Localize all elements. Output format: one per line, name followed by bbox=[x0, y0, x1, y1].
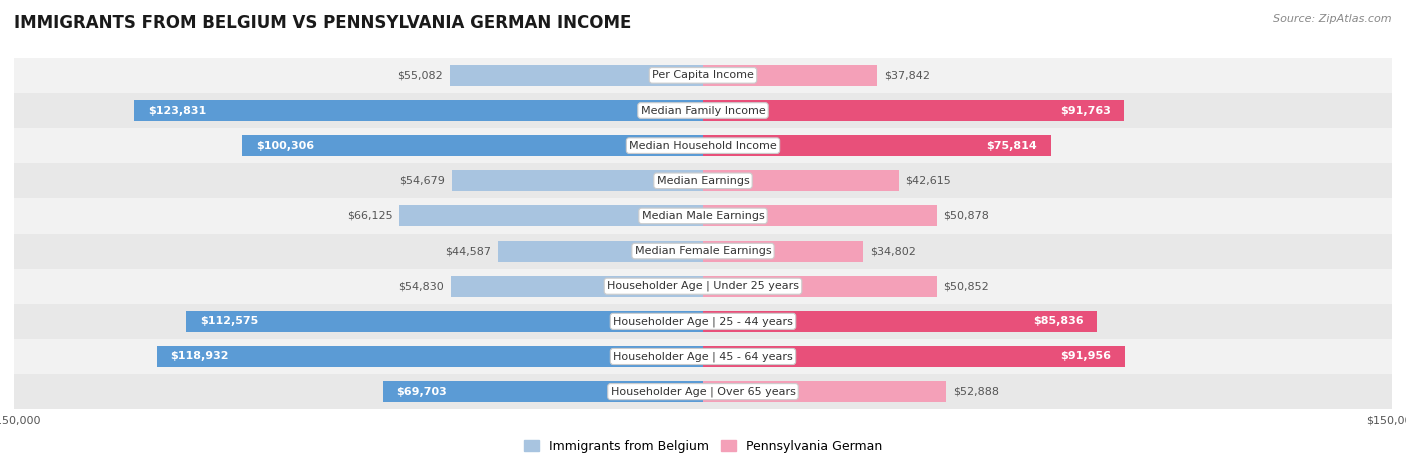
Bar bbox=[14, 374, 1392, 409]
Text: Householder Age | 45 - 64 years: Householder Age | 45 - 64 years bbox=[613, 351, 793, 362]
Text: $66,125: $66,125 bbox=[347, 211, 392, 221]
Text: IMMIGRANTS FROM BELGIUM VS PENNSYLVANIA GERMAN INCOME: IMMIGRANTS FROM BELGIUM VS PENNSYLVANIA … bbox=[14, 14, 631, 32]
Bar bbox=[703, 346, 1125, 367]
Text: $85,836: $85,836 bbox=[1033, 316, 1084, 326]
Bar bbox=[450, 65, 703, 86]
Bar bbox=[156, 346, 703, 367]
Bar bbox=[703, 205, 936, 226]
Text: $100,306: $100,306 bbox=[256, 141, 314, 151]
Text: $52,888: $52,888 bbox=[953, 387, 998, 396]
Bar bbox=[14, 58, 1392, 93]
Text: $37,842: $37,842 bbox=[884, 71, 929, 80]
Bar bbox=[14, 269, 1392, 304]
Bar bbox=[451, 170, 703, 191]
Bar bbox=[703, 170, 898, 191]
Bar bbox=[134, 100, 703, 121]
Text: $34,802: $34,802 bbox=[870, 246, 915, 256]
Text: $55,082: $55,082 bbox=[398, 71, 443, 80]
Bar bbox=[186, 311, 703, 332]
Text: Per Capita Income: Per Capita Income bbox=[652, 71, 754, 80]
Bar bbox=[703, 65, 877, 86]
Bar bbox=[703, 241, 863, 262]
Text: Source: ZipAtlas.com: Source: ZipAtlas.com bbox=[1274, 14, 1392, 24]
Text: $91,956: $91,956 bbox=[1060, 352, 1112, 361]
Legend: Immigrants from Belgium, Pennsylvania German: Immigrants from Belgium, Pennsylvania Ge… bbox=[519, 435, 887, 458]
Text: Median Family Income: Median Family Income bbox=[641, 106, 765, 115]
Text: $91,763: $91,763 bbox=[1060, 106, 1111, 115]
Text: $50,852: $50,852 bbox=[943, 281, 990, 291]
Text: $54,830: $54,830 bbox=[398, 281, 444, 291]
Text: Median Female Earnings: Median Female Earnings bbox=[634, 246, 772, 256]
Text: Householder Age | Under 25 years: Householder Age | Under 25 years bbox=[607, 281, 799, 291]
Bar bbox=[382, 381, 703, 402]
Text: $54,679: $54,679 bbox=[399, 176, 444, 186]
Text: $118,932: $118,932 bbox=[170, 352, 229, 361]
Bar bbox=[14, 234, 1392, 269]
Text: Median Household Income: Median Household Income bbox=[628, 141, 778, 151]
Bar bbox=[703, 135, 1052, 156]
Bar bbox=[14, 93, 1392, 128]
Bar bbox=[703, 381, 946, 402]
Bar bbox=[14, 339, 1392, 374]
Bar bbox=[399, 205, 703, 226]
Bar bbox=[242, 135, 703, 156]
Text: Householder Age | 25 - 44 years: Householder Age | 25 - 44 years bbox=[613, 316, 793, 326]
Bar bbox=[498, 241, 703, 262]
Text: $44,587: $44,587 bbox=[446, 246, 491, 256]
Text: $42,615: $42,615 bbox=[905, 176, 952, 186]
Bar bbox=[14, 128, 1392, 163]
Text: $50,878: $50,878 bbox=[943, 211, 990, 221]
Bar bbox=[14, 198, 1392, 234]
Bar bbox=[703, 311, 1097, 332]
Bar bbox=[14, 163, 1392, 198]
Text: $75,814: $75,814 bbox=[987, 141, 1038, 151]
Text: $112,575: $112,575 bbox=[200, 316, 257, 326]
Text: $69,703: $69,703 bbox=[396, 387, 447, 396]
Text: Householder Age | Over 65 years: Householder Age | Over 65 years bbox=[610, 386, 796, 397]
Text: Median Earnings: Median Earnings bbox=[657, 176, 749, 186]
Text: Median Male Earnings: Median Male Earnings bbox=[641, 211, 765, 221]
Bar bbox=[703, 276, 936, 297]
Bar bbox=[451, 276, 703, 297]
Text: $123,831: $123,831 bbox=[148, 106, 207, 115]
Bar bbox=[703, 100, 1125, 121]
Bar bbox=[14, 304, 1392, 339]
